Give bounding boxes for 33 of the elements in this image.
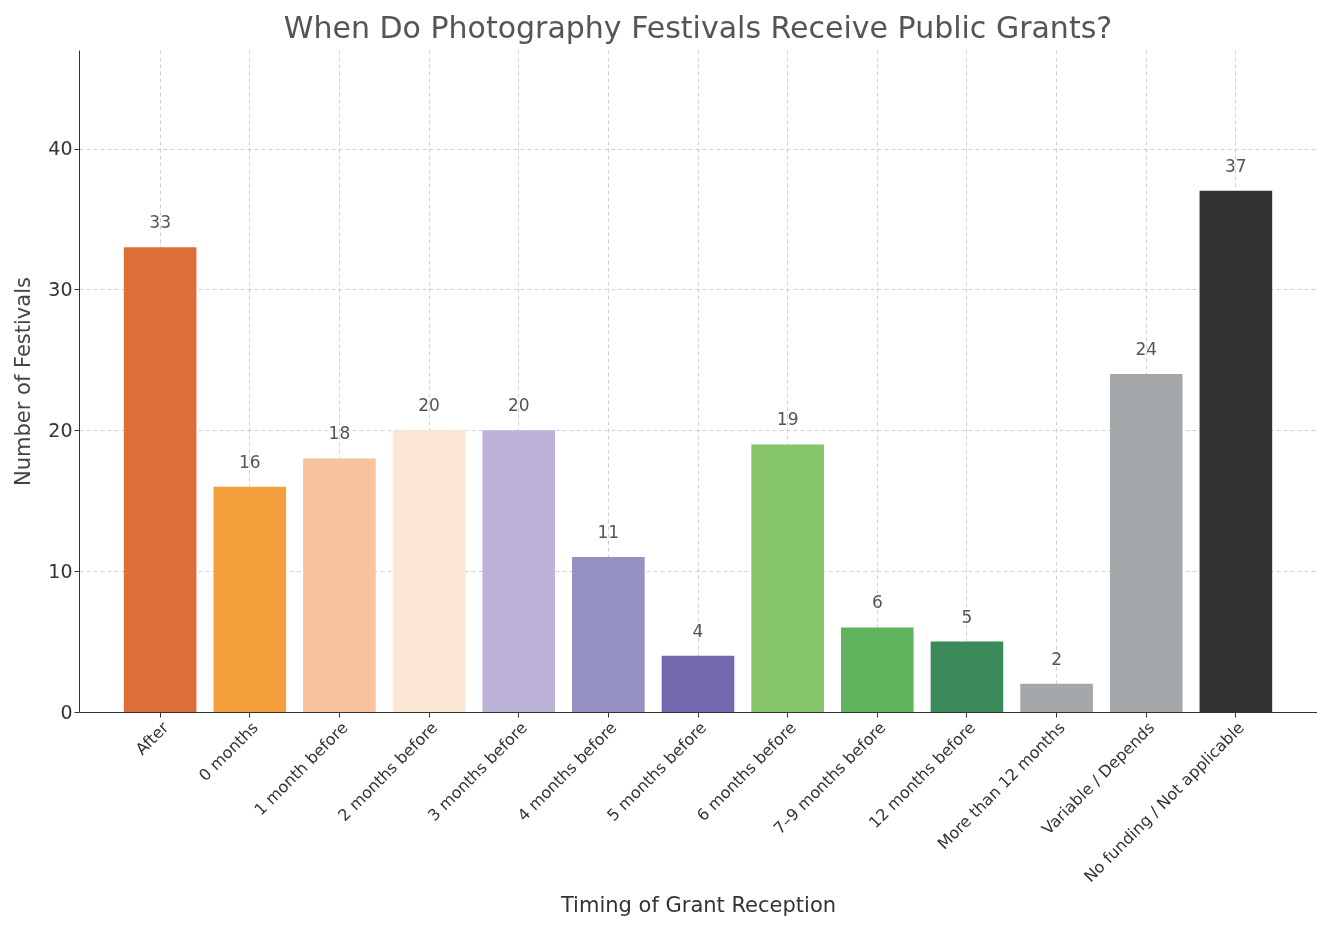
bar: [930, 641, 1004, 712]
y-tick-label: 40: [48, 137, 73, 160]
bar: [482, 430, 556, 712]
bar: [123, 247, 197, 712]
bar: [661, 655, 735, 712]
y-tick-label: 20: [48, 418, 73, 441]
y-tick-label: 10: [48, 559, 73, 582]
bar: [572, 557, 645, 712]
bar: [1020, 683, 1093, 712]
y-tick-label: 0: [60, 700, 73, 723]
bar: [392, 430, 466, 712]
data-label: 37: [1225, 155, 1247, 176]
data-label: 2: [1051, 648, 1062, 669]
x-axis-title: Timing of Grant Reception: [559, 893, 837, 918]
data-label: 4: [692, 620, 704, 641]
data-label: 5: [961, 606, 973, 627]
bar: [751, 444, 824, 712]
data-label: 20: [418, 395, 440, 416]
data-label: 11: [597, 522, 620, 543]
data-label: 24: [1135, 338, 1158, 359]
data-label: 16: [238, 451, 261, 472]
data-label: 19: [776, 409, 799, 430]
data-label: 6: [871, 592, 883, 613]
bar: [840, 627, 914, 712]
bar: [213, 486, 287, 712]
data-label: 33: [149, 212, 171, 233]
bar: [1109, 373, 1183, 712]
data-label: 18: [328, 423, 351, 444]
bar: [303, 458, 376, 712]
data-label: 20: [507, 395, 530, 416]
y-tick-label: 30: [48, 277, 73, 300]
chart-title: When Do Photography Festivals Receive Public Grants?: [283, 10, 1113, 45]
y-axis-title: Number of Festivals: [11, 277, 36, 486]
